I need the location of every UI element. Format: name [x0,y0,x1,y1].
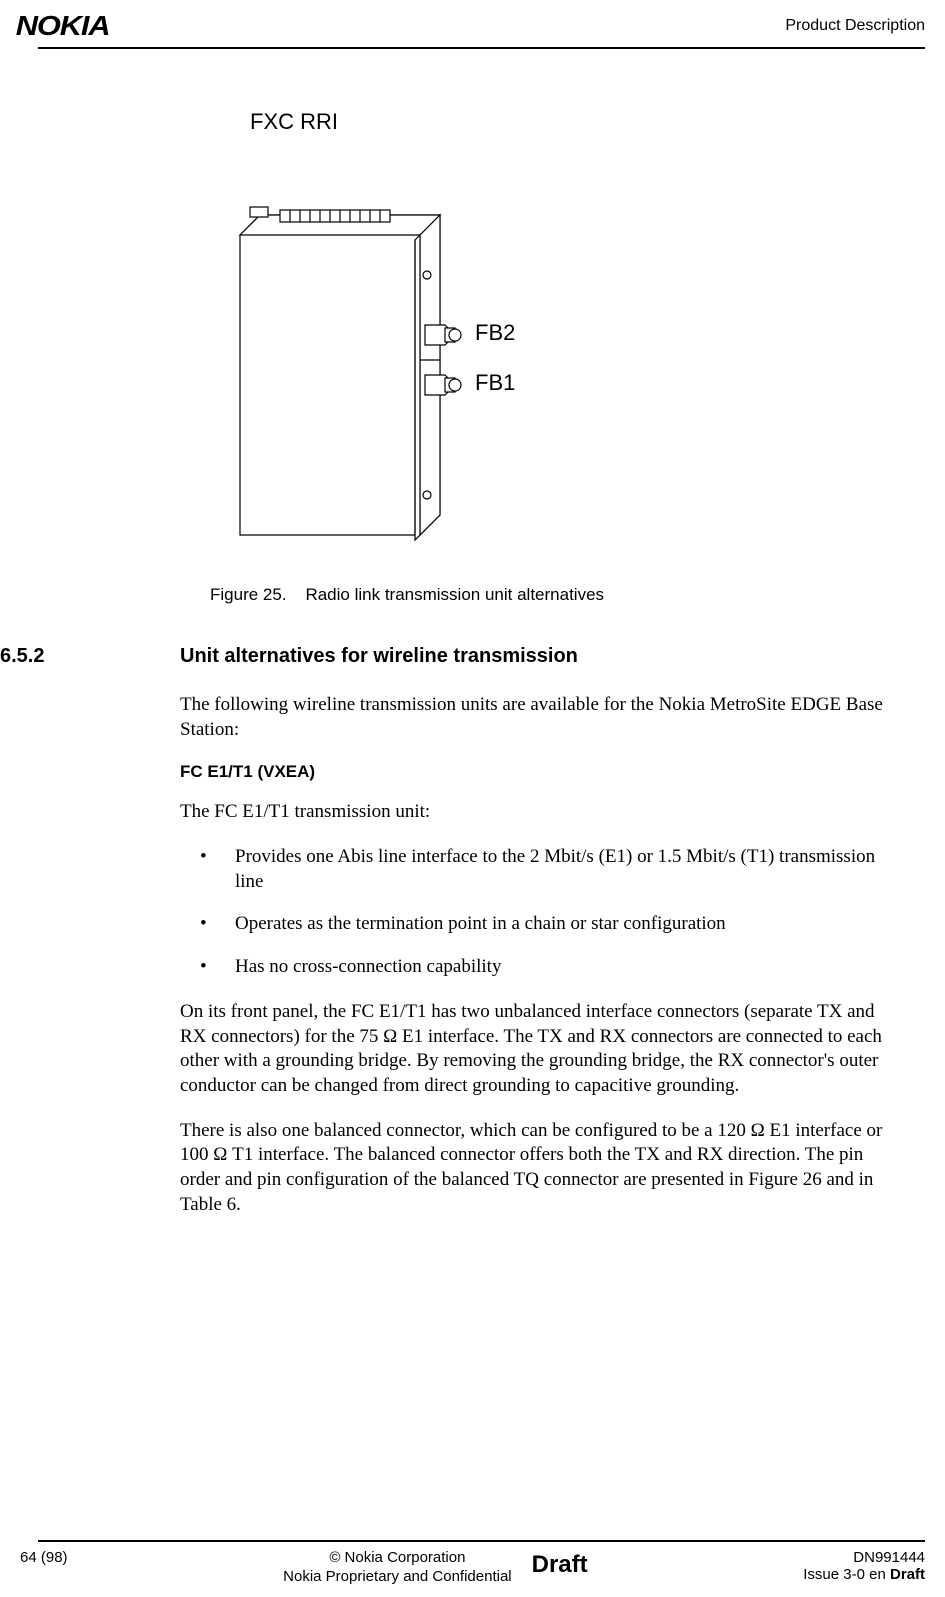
figure-number: Figure 25. [210,585,287,604]
doc-number: DN991444 [803,1549,925,1566]
issue-prefix: Issue 3-0 en [803,1566,890,1583]
p3: On its front panel, the FC E1/T1 has two… [180,1000,905,1099]
sub-heading-fc: FC E1/T1 (VXEA) [180,762,905,782]
fb2-label: FB2 [475,320,515,346]
copyright: © Nokia Corporation [283,1549,511,1566]
p2: The FC E1/T1 transmission unit: [180,800,905,825]
footer-rule [38,1540,925,1542]
figure-unit-label: FXC RRI [250,109,905,135]
header-section-title: Product Description [785,17,925,35]
section-number: 6.5.2 [0,645,180,668]
issue-draft: Draft [890,1566,925,1583]
confidential: Nokia Proprietary and Confidential [283,1568,511,1585]
p4: There is also one balanced connector, wh… [180,1119,905,1218]
page-number: 64 (98) [20,1549,68,1566]
nokia-logo: NOKIA [16,10,110,42]
intro-paragraph: The following wireline transmission unit… [180,693,905,742]
bullet-item: Has no cross-connection capability [180,955,905,980]
page-header: NOKIA Product Description [0,0,945,47]
figure-25: FXC RRI [210,109,905,605]
bullet-item: Operates as the termination point in a c… [180,912,905,937]
section-title: Unit alternatives for wireline transmiss… [180,645,578,668]
draft-watermark: Draft [532,1551,588,1579]
transmission-unit-diagram: FB2 FB1 [220,165,470,545]
section-heading: 6.5.2 Unit alternatives for wireline tra… [0,645,905,668]
feature-list: Provides one Abis line interface to the … [180,845,905,980]
page-content: FXC RRI [0,49,945,1217]
figure-caption-text: Radio link transmission unit alternative… [305,585,604,604]
page-footer: 64 (98) © Nokia Corporation Nokia Propri… [0,1549,945,1585]
footer-right: DN991444 Issue 3-0 en Draft [803,1549,925,1583]
bullet-item: Provides one Abis line interface to the … [180,845,905,894]
figure-caption: Figure 25. Radio link transmission unit … [210,585,905,605]
footer-center: © Nokia Corporation Nokia Proprietary an… [283,1549,587,1585]
unit-svg [220,165,470,545]
fb1-label: FB1 [475,370,515,396]
